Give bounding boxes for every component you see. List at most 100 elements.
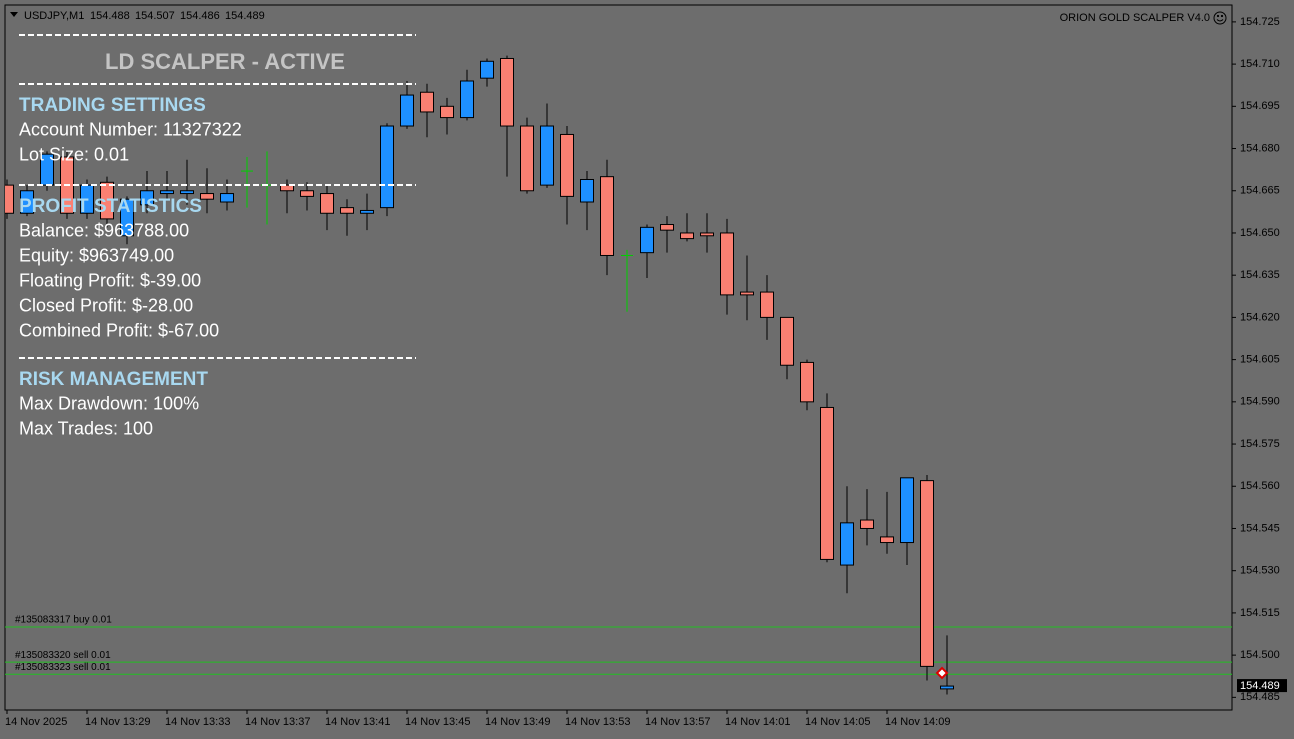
header-low: 154.486 xyxy=(180,10,220,22)
candle-body xyxy=(640,226,654,254)
y-tick-label: 154.590 xyxy=(1240,396,1280,408)
y-tick-label: 154.575 xyxy=(1240,438,1280,450)
x-tick-label: 14 Nov 13:53 xyxy=(565,716,630,728)
candle-body xyxy=(900,477,914,544)
candle-body xyxy=(180,190,194,195)
candle-body xyxy=(920,480,934,667)
candle-body xyxy=(860,519,874,529)
candle-body xyxy=(360,209,374,214)
candle-body xyxy=(500,57,514,127)
candle-body xyxy=(340,207,354,214)
candle-body xyxy=(480,60,494,79)
candle-body xyxy=(420,91,434,113)
candle-body xyxy=(5,184,14,214)
order-label: #135083323 sell 0.01 xyxy=(15,662,111,673)
y-tick-label: 154.710 xyxy=(1240,58,1280,70)
panel-line: Max Drawdown: 100% xyxy=(19,393,199,413)
header-high: 154.507 xyxy=(135,10,175,22)
header-close: 154.489 xyxy=(225,10,265,22)
candle-body xyxy=(300,190,314,197)
trade-marker xyxy=(935,666,949,680)
candle-body xyxy=(400,94,414,127)
candle-body xyxy=(740,291,754,296)
order-label: #135083317 buy 0.01 xyxy=(15,615,112,626)
panel-line: Lot Size: 0.01 xyxy=(19,144,129,164)
candle-body xyxy=(600,176,614,256)
panel-line: Balance: $963788.00 xyxy=(19,220,189,240)
candle-body xyxy=(720,232,734,296)
x-tick-label: 14 Nov 13:29 xyxy=(85,716,150,728)
candle-body xyxy=(820,406,834,560)
axis-layer: 154.725 154.710 154.695 154.680 154.665 154.6… xyxy=(5,16,1287,728)
y-tick-label: 154.545 xyxy=(1240,522,1280,534)
candle-body xyxy=(700,232,714,237)
y-tick-label: 154.650 xyxy=(1240,227,1280,239)
smiley-icon xyxy=(1213,11,1227,25)
candle-body xyxy=(140,190,154,206)
indicator-name: ORION GOLD SCALPER V4.0 xyxy=(1060,12,1210,24)
candle-body xyxy=(320,193,334,214)
header-open: 154.488 xyxy=(90,10,130,22)
order-label: #135083320 sell 0.01 xyxy=(15,650,111,661)
x-tick-label: 14 Nov 14:01 xyxy=(725,716,790,728)
candle-body xyxy=(880,536,894,544)
y-tick-label: 154.665 xyxy=(1240,185,1280,197)
panel-title: LD SCALPER - ACTIVE xyxy=(105,49,345,74)
panel-line: Floating Profit: $-39.00 xyxy=(19,270,201,290)
panel-line: Combined Profit: $-67.00 xyxy=(19,320,219,340)
menu-arrow[interactable] xyxy=(10,12,18,17)
y-tick-label: 154.500 xyxy=(1240,649,1280,661)
x-tick-label: 14 Nov 2025 xyxy=(5,716,67,728)
candle-body xyxy=(660,224,674,231)
y-tick-label: 154.680 xyxy=(1240,142,1280,154)
panel-line: Max Trades: 100 xyxy=(19,418,153,438)
candle-body xyxy=(20,190,34,214)
candle-body xyxy=(940,685,954,690)
candle-body xyxy=(280,184,294,192)
y-tick-label: 154.620 xyxy=(1240,311,1280,323)
candle-body xyxy=(440,105,454,119)
candle-body xyxy=(760,291,774,318)
price-tag: 154.489 xyxy=(1240,680,1280,692)
x-tick-label: 14 Nov 13:57 xyxy=(645,716,710,728)
plot-frame xyxy=(4,4,1233,711)
candle-body xyxy=(220,193,234,203)
x-tick-label: 14 Nov 13:37 xyxy=(245,716,310,728)
candle-body xyxy=(380,125,394,209)
x-tick-label: 14 Nov 13:49 xyxy=(485,716,550,728)
y-tick-label: 154.695 xyxy=(1240,100,1280,112)
section-heading: RISK MANAGEMENT xyxy=(19,369,208,390)
candle-body xyxy=(540,125,554,186)
candle-body xyxy=(460,80,474,119)
section-heading: TRADING SETTINGS xyxy=(19,95,206,116)
y-tick-label: 154.725 xyxy=(1240,16,1280,28)
panel-line: Closed Profit: $-28.00 xyxy=(19,295,193,315)
candle-body xyxy=(520,125,534,192)
section-heading: PROFIT STATISTICS xyxy=(19,196,202,217)
y-tick-label: 154.635 xyxy=(1240,269,1280,281)
candle-body xyxy=(780,316,794,366)
y-tick-label: 154.485 xyxy=(1240,691,1280,703)
price-tag-bg xyxy=(1237,679,1287,693)
info-panel: LD SCALPER - ACTIVE TRADING SETTINGS Accou… xyxy=(19,34,416,438)
panel-line: Equity: $963749.00 xyxy=(19,245,174,265)
candle-body xyxy=(560,133,574,197)
y-tick-label: 154.530 xyxy=(1240,565,1280,577)
candle-body xyxy=(100,181,114,220)
x-tick-label: 14 Nov 13:41 xyxy=(325,716,390,728)
candle-body xyxy=(120,198,134,237)
symbol-label: USDJPY,M1 xyxy=(24,10,84,22)
candle-body xyxy=(200,193,214,200)
y-tick-label: 154.560 xyxy=(1240,480,1280,492)
candle-body xyxy=(580,178,594,203)
candle-body xyxy=(800,361,814,403)
y-tick-label: 154.515 xyxy=(1240,607,1280,619)
panel-line: Account Number: 11327322 xyxy=(19,119,242,139)
y-tick-label: 154.605 xyxy=(1240,354,1280,366)
x-tick-label: 14 Nov 13:33 xyxy=(165,716,230,728)
x-tick-label: 14 Nov 14:05 xyxy=(805,716,870,728)
x-tick-label: 14 Nov 13:45 xyxy=(405,716,470,728)
candle-body xyxy=(160,190,174,195)
